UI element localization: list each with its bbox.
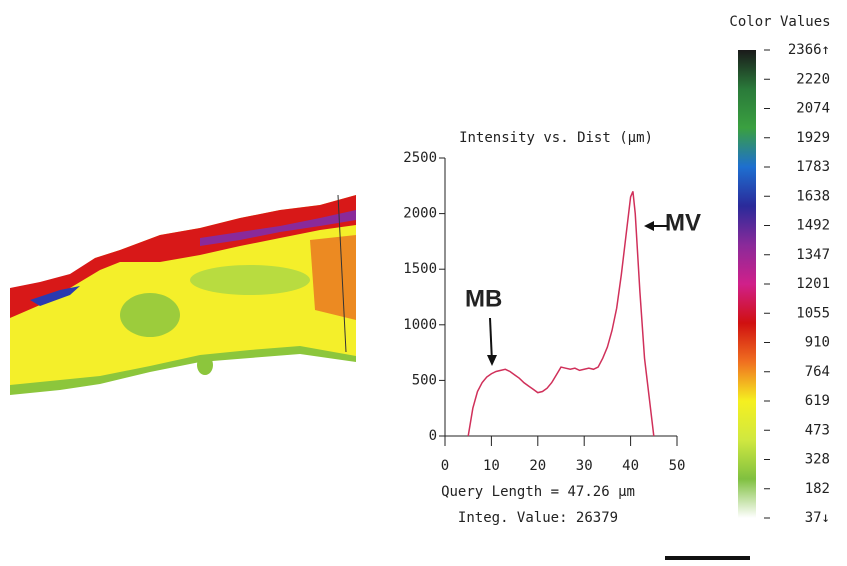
arrow-head [644,221,654,231]
colorbar-label: 764 [805,364,830,380]
x-tick-label: 30 [576,458,593,474]
footer-line: Query Length = 47.26 μm [441,484,635,500]
colorbar [738,50,756,518]
colorbar-label: 2074 [796,101,830,117]
line [467,191,655,437]
colorbar-label: 182 [805,481,830,497]
annotation: MV [665,209,701,236]
colorbar-label: 1347 [796,247,830,263]
colorbar-label: 910 [805,335,830,351]
colorbar-label: 473 [805,422,830,438]
x-tick-label: 0 [441,458,449,474]
annotation: MB [465,285,502,312]
colorbar-label: 1055 [796,305,830,321]
y-tick-label: 1000 [403,317,437,333]
x-tick-label: 10 [483,458,500,474]
y-tick-label: 500 [412,372,437,388]
y-tick-label: 2500 [403,150,437,166]
chart-title: Intensity vs. Dist (μm) [459,130,653,146]
y-tick-label: 1500 [403,261,437,277]
y-tick-label: 2000 [403,206,437,222]
colorbar-label: 1783 [796,159,830,175]
heatmap [10,194,356,395]
x-tick-label: 40 [622,458,639,474]
y-tick-label: 0 [429,428,437,444]
colorbar-label: 37↓ [805,510,830,526]
x-tick-label: 50 [669,458,686,474]
colorbar-label: 1201 [796,276,830,292]
colorbar-title: Color Values [729,14,830,30]
colorbar-label: 2220 [796,71,830,87]
colorbar-label: 2366↑ [788,42,830,58]
colorbar-label: 1492 [796,218,830,234]
arrow-head [487,355,497,366]
colorbar-label: 1929 [796,130,830,146]
x-tick-label: 20 [529,458,546,474]
colorbar-label: 1638 [796,188,830,204]
colorbar-label: 619 [805,393,830,409]
colorbar-label: 328 [805,452,830,468]
arrow [489,317,493,363]
footer-line: Integ. Value: 26379 [458,510,618,526]
